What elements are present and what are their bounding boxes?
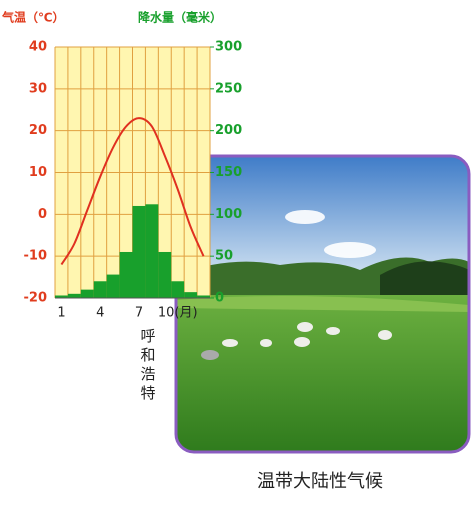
chart: -20 -10 0 10 20 30 40 0 50 100 150 200 250 300 气温（℃） 降水… bbox=[1, 10, 242, 402]
photo-border bbox=[174, 154, 471, 454]
caption: 温带大陆性气候 bbox=[257, 471, 383, 492]
y-tick-label: -10 bbox=[24, 249, 48, 264]
precipitation-bar bbox=[145, 204, 159, 298]
precipitation-bar bbox=[55, 295, 68, 298]
y2-axis-title: 降水量（毫米） bbox=[138, 10, 222, 25]
precipitation-bar bbox=[106, 274, 120, 298]
x-tick-label: 4 bbox=[96, 306, 104, 321]
precipitation-bar bbox=[132, 205, 146, 298]
y2-tick-label: 100 bbox=[215, 207, 242, 222]
precipitation-bar bbox=[158, 251, 172, 298]
station-name: 呼和浩特 bbox=[140, 327, 155, 402]
y2-tick-label: 0 bbox=[215, 291, 224, 306]
precipitation-bar bbox=[67, 293, 81, 298]
precipitation-bar bbox=[119, 251, 133, 298]
y-tick-label: 20 bbox=[29, 123, 47, 138]
y2-tick-label: 300 bbox=[215, 40, 242, 55]
y-tick-label: 10 bbox=[29, 165, 47, 180]
y-tick-label: 40 bbox=[29, 40, 47, 55]
y2-tick-label: 250 bbox=[215, 81, 242, 96]
x-tick-label: 7 bbox=[135, 306, 143, 321]
x-tick-label: 10(月) bbox=[158, 306, 198, 321]
y2-tick-label: 200 bbox=[215, 123, 242, 138]
precipitation-bar bbox=[80, 289, 94, 298]
precipitation-bar bbox=[93, 281, 107, 298]
x-tick-label: 1 bbox=[57, 306, 65, 321]
precipitation-bar bbox=[171, 281, 185, 298]
y-tick-label: 30 bbox=[29, 81, 47, 96]
photo bbox=[176, 156, 469, 452]
y-tick-label: 0 bbox=[38, 207, 47, 222]
y2-tick-label: 50 bbox=[215, 249, 233, 264]
temperature-line bbox=[60, 117, 205, 266]
y-tick-label: -20 bbox=[24, 291, 48, 306]
precipitation-bar bbox=[197, 295, 210, 298]
y-axis-title: 气温（℃） bbox=[1, 10, 65, 25]
y2-tick-label: 150 bbox=[215, 165, 242, 180]
precipitation-bar bbox=[184, 292, 198, 298]
